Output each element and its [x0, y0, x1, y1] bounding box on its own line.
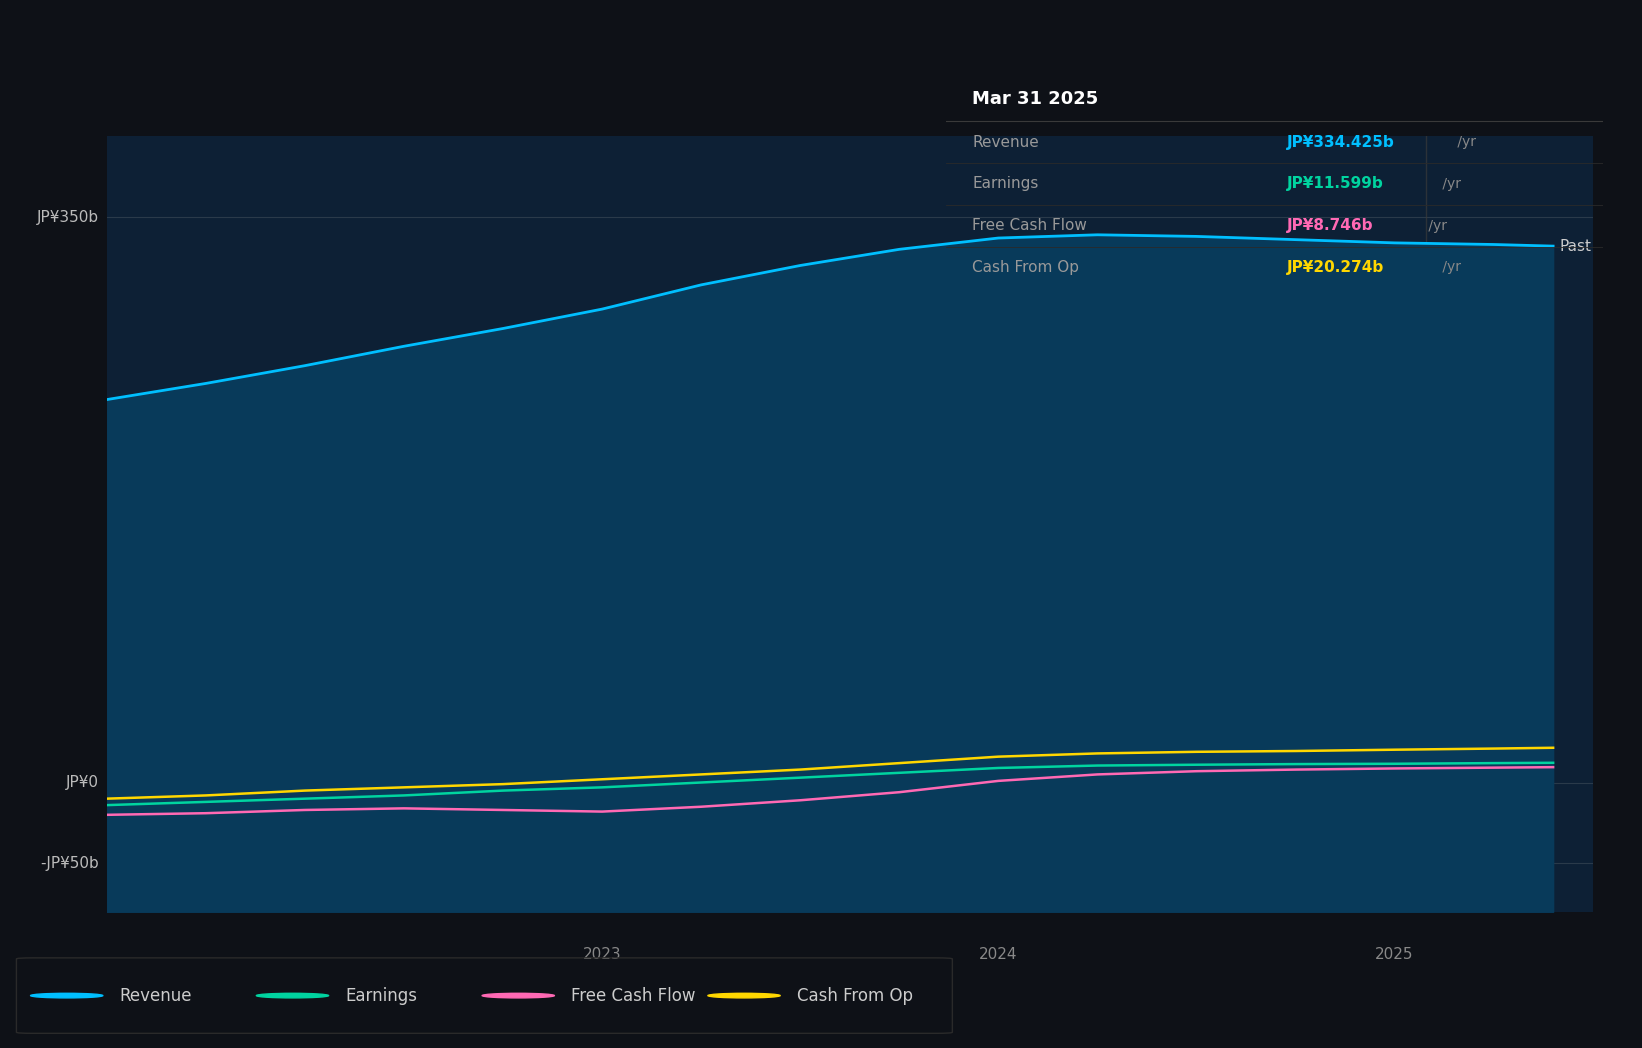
Text: Past: Past [1558, 239, 1591, 254]
Text: 2023: 2023 [583, 947, 621, 962]
Circle shape [483, 994, 555, 998]
Text: Free Cash Flow: Free Cash Flow [972, 218, 1087, 233]
Text: /yr: /yr [1424, 219, 1447, 233]
Text: Earnings: Earnings [345, 986, 417, 1005]
Text: JP¥11.599b: JP¥11.599b [1287, 176, 1384, 192]
Text: JP¥350b: JP¥350b [38, 210, 99, 224]
Text: -JP¥50b: -JP¥50b [41, 856, 99, 871]
Text: Revenue: Revenue [972, 135, 1039, 150]
Text: Free Cash Flow: Free Cash Flow [571, 986, 695, 1005]
Text: JP¥0: JP¥0 [66, 776, 99, 790]
Text: 2024: 2024 [979, 947, 1018, 962]
Text: JP¥334.425b: JP¥334.425b [1287, 135, 1396, 150]
Text: 2025: 2025 [1376, 947, 1414, 962]
Text: Cash From Op: Cash From Op [796, 986, 913, 1005]
Text: Cash From Op: Cash From Op [972, 260, 1079, 275]
Text: Revenue: Revenue [120, 986, 192, 1005]
Text: /yr: /yr [1453, 135, 1476, 149]
Text: Mar 31 2025: Mar 31 2025 [972, 90, 1098, 108]
Text: /yr: /yr [1438, 260, 1461, 275]
Circle shape [708, 994, 780, 998]
Text: /yr: /yr [1438, 177, 1461, 191]
Circle shape [256, 994, 328, 998]
Circle shape [31, 994, 103, 998]
Text: JP¥8.746b: JP¥8.746b [1287, 218, 1374, 233]
Text: JP¥20.274b: JP¥20.274b [1287, 260, 1384, 275]
Text: Earnings: Earnings [972, 176, 1038, 192]
